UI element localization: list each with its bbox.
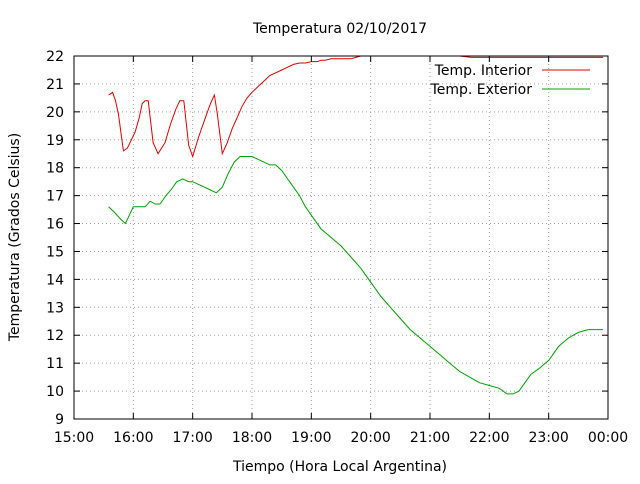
legend-label-interior: Temp. Interior [434, 63, 533, 79]
y-tick-label: 10 [46, 384, 64, 400]
y-tick-label: 20 [46, 105, 64, 121]
x-tick-label: 22:00 [469, 430, 509, 446]
series-line-exterior [108, 156, 604, 395]
y-tick-label: 15 [46, 244, 64, 260]
y-axis-label: Temperatura (Grados Celsius) [7, 133, 23, 342]
ticks: 15:00 16:00 17:00 18:00 19:00 20:00 21:00 22:00… [46, 49, 628, 446]
y-tick-label: 18 [46, 161, 64, 177]
y-tick-label: 11 [46, 356, 64, 372]
legend-label-exterior: Temp. Exterior [430, 82, 533, 98]
x-tick-label: 15:00 [54, 430, 94, 446]
y-tick-label: 19 [46, 133, 64, 149]
legend: Temp. Interior Temp. Exterior [430, 63, 590, 98]
x-tick-label: 19:00 [291, 430, 331, 446]
x-tick-label: 18:00 [232, 430, 272, 446]
x-tick-label: 20:00 [350, 430, 390, 446]
x-axis-label: Tiempo (Hora Local Argentina) [232, 459, 447, 475]
y-tick-label: 14 [46, 272, 64, 288]
series-layer [108, 55, 604, 395]
x-tick-label: 00:00 [588, 430, 628, 446]
x-tick-label: 21:00 [410, 430, 450, 446]
grid [74, 56, 608, 419]
y-tick-label: 16 [46, 217, 64, 233]
y-tick-label: 21 [46, 77, 64, 93]
y-tick-label: 13 [46, 300, 64, 316]
y-tick-label: 12 [46, 328, 64, 344]
plot-frame [73, 55, 609, 420]
x-tick-label: 23:00 [528, 430, 568, 446]
x-tick-label: 16:00 [113, 430, 153, 446]
y-tick-label: 9 [55, 412, 64, 428]
y-tick-label: 17 [46, 189, 64, 205]
chart-title: Temperatura 02/10/2017 [252, 21, 427, 37]
series-line-interior [108, 55, 604, 159]
y-tick-label: 22 [46, 49, 64, 65]
x-tick-label: 17:00 [172, 430, 212, 446]
